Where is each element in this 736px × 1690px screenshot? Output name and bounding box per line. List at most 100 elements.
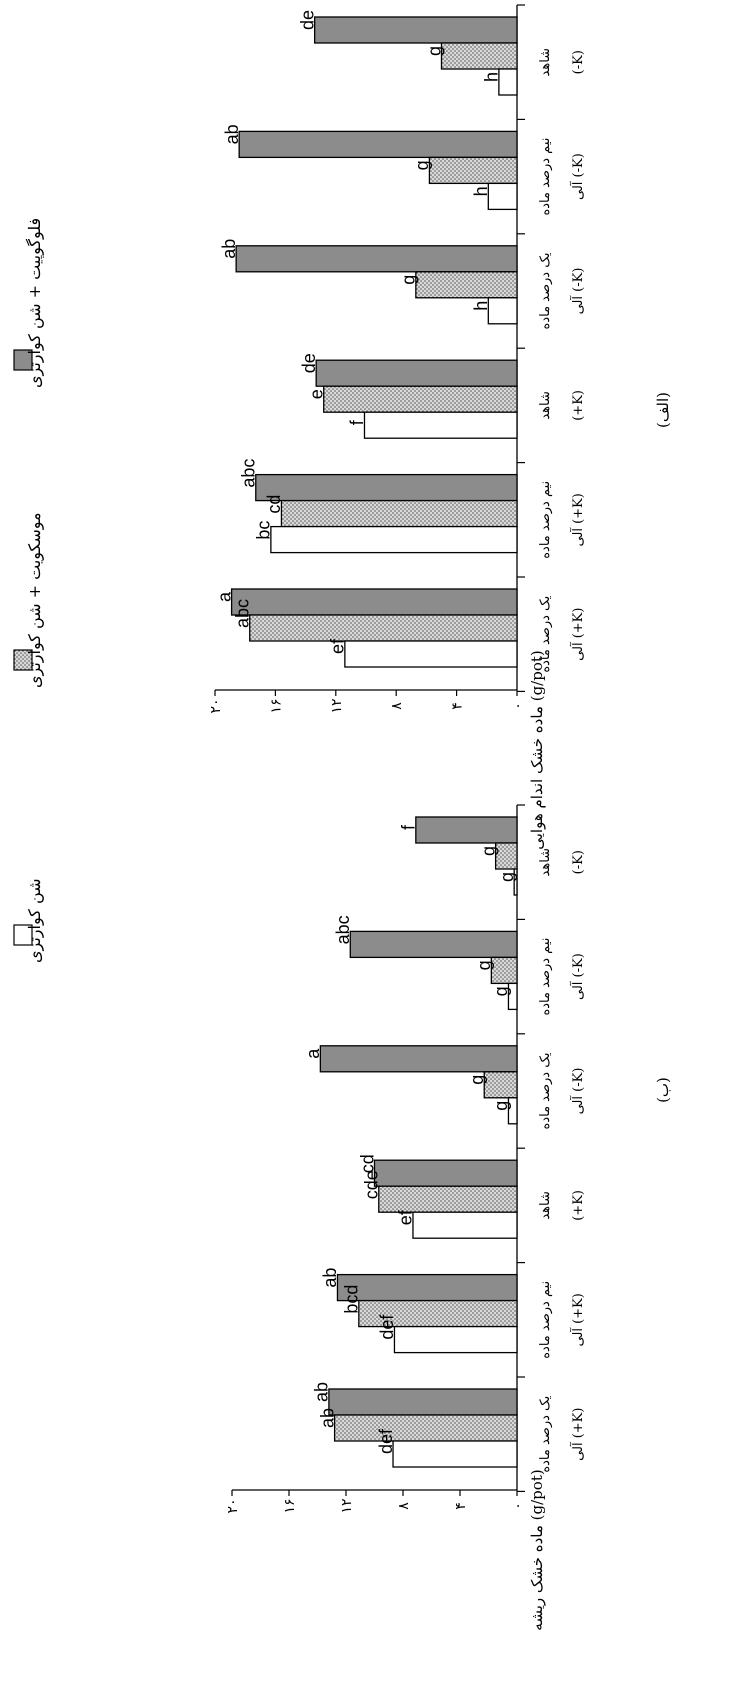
bar-letter-series2-cat2: a bbox=[303, 1048, 323, 1059]
bar-series1-cat1 bbox=[428, 156, 518, 185]
chart-panel-root: ۰ ۴ ۸ ۱۲ ۱۶ ۲۰ ماده خشک ریشه (g/pot) (ب) شاهد (-K… bbox=[225, 804, 672, 1631]
bar-series2-cat5 bbox=[230, 588, 518, 616]
category-label: یک درصد ماده bbox=[538, 1395, 553, 1472]
legend-label-1: موسکویت + شن کوارتزی bbox=[25, 512, 44, 688]
value-tick-label: ۸ bbox=[396, 1502, 412, 1510]
legend-swatch-1 bbox=[13, 649, 33, 671]
category-label-sub: (-K) bbox=[571, 850, 586, 874]
bar-series2-cat3 bbox=[373, 1159, 518, 1187]
bar-series2-cat4 bbox=[336, 1273, 518, 1302]
bar-series1-cat5 bbox=[249, 614, 518, 642]
value-tick-label: ۰ bbox=[510, 1502, 526, 1510]
bar-series0-cat1 bbox=[507, 982, 518, 1011]
bar-letter-series0-cat5: def bbox=[376, 1428, 396, 1454]
category-label: شاهد bbox=[538, 48, 553, 77]
bar-series0-cat3 bbox=[412, 1211, 518, 1239]
bar-series1-cat0 bbox=[494, 842, 518, 870]
bar-series1-cat4 bbox=[358, 1299, 518, 1328]
bar-letter-series1-cat5: ab bbox=[317, 1408, 337, 1428]
bar-series1-cat2 bbox=[415, 271, 518, 299]
bar-series1-cat2 bbox=[483, 1071, 518, 1099]
bar-series0-cat0 bbox=[513, 868, 518, 896]
bar-series1-cat1 bbox=[490, 956, 518, 985]
value-tick-label: ۲۰ bbox=[225, 1498, 241, 1513]
bar-letter-series0-cat3: ef bbox=[396, 1209, 416, 1225]
bar-letter-series1-cat2: g bbox=[467, 1075, 487, 1085]
bar-series2-cat0 bbox=[415, 816, 518, 844]
bar-series0-cat2 bbox=[507, 1097, 518, 1125]
bar-series2-cat4 bbox=[255, 473, 518, 502]
category-label: یک درصد ماده bbox=[538, 252, 553, 329]
category-label: شاهد bbox=[538, 848, 553, 877]
bar-letter-series2-cat1: ab bbox=[222, 124, 242, 144]
bar-letter-series1-cat1: g bbox=[412, 160, 432, 170]
bar-series0-cat0 bbox=[498, 68, 518, 96]
category-label: یک درصد ماده bbox=[538, 595, 553, 672]
legend: شن کوارتزی موسکویت + شن کوارتزی فلوگوپیت +… bbox=[13, 218, 44, 963]
bar-letter-series0-cat3: f bbox=[347, 419, 367, 425]
category-label-sub: (+K) bbox=[571, 390, 586, 421]
value-tick-label: ۱۲ bbox=[329, 698, 345, 713]
category-label: شاهد bbox=[538, 391, 553, 420]
value-tick-label: ۱۲ bbox=[339, 1498, 355, 1513]
bar-letter-series0-cat0: h bbox=[482, 72, 502, 82]
bar-letter-series1-cat0: g bbox=[424, 46, 444, 56]
category-label-sub: (+K) bbox=[571, 1190, 586, 1221]
bar-series2-cat5 bbox=[328, 1388, 518, 1416]
bar-series2-cat1 bbox=[238, 130, 518, 159]
bar-letter-series2-cat5: ab bbox=[312, 1382, 332, 1402]
category-label-sub: آلی (+K) bbox=[569, 1408, 586, 1461]
value-tick-label: ۴ bbox=[450, 702, 466, 710]
bar-series2-cat2 bbox=[235, 245, 518, 273]
category-label-sub: آلی (-K) bbox=[569, 153, 586, 200]
legend-swatch-0 bbox=[13, 924, 33, 946]
panel-label: (الف) bbox=[654, 392, 672, 428]
bar-letter-series1-cat4: cd bbox=[264, 495, 284, 514]
bar-series0-cat2 bbox=[487, 297, 518, 325]
value-tick-label: ۴ bbox=[453, 1502, 469, 1510]
chart-panel-shoot: ۰ ۴ ۸ ۱۲ ۱۶ ۲۰ ماده خشک اندام هوایی (g/pot) (ال… bbox=[208, 4, 672, 850]
bar-letter-series1-cat3: cde bbox=[362, 1170, 382, 1199]
bar-letter-series2-cat4: ab bbox=[320, 1268, 340, 1288]
bar-letter-series0-cat5: ef bbox=[328, 638, 348, 654]
bar-letter-series2-cat0: de bbox=[297, 10, 317, 30]
bar-letter-series0-cat2: h bbox=[471, 301, 491, 311]
legend-swatch-2 bbox=[13, 349, 33, 371]
category-label: نیم درصد ماده bbox=[538, 1281, 553, 1359]
bar-letter-series1-cat1: g bbox=[474, 960, 494, 970]
category-label-sub: آلی (+K) bbox=[569, 608, 586, 661]
value-axis-title: ماده خشک اندام هوایی (g/pot) bbox=[528, 650, 546, 850]
bar-series0-cat4 bbox=[270, 525, 518, 554]
bar-letter-series2-cat5: a bbox=[214, 591, 234, 602]
bar-letter-series2-cat2: ab bbox=[219, 239, 239, 259]
panel-label: (ب) bbox=[654, 1077, 672, 1103]
bar-series0-cat3 bbox=[363, 411, 518, 439]
bar-letter-series2-cat1: abc bbox=[333, 915, 353, 944]
bar-letter-series1-cat0: g bbox=[478, 846, 498, 856]
value-tick-label: ۱۶ bbox=[268, 698, 284, 713]
bar-series0-cat1 bbox=[487, 182, 518, 211]
category-label-sub: (-K) bbox=[571, 50, 586, 74]
bar-letter-series0-cat1: g bbox=[491, 986, 511, 996]
bar-series2-cat0 bbox=[314, 16, 518, 44]
bar-letter-series0-cat0: g bbox=[497, 872, 517, 882]
bar-letter-series0-cat2: g bbox=[491, 1101, 511, 1111]
bar-letter-series1-cat5: abc bbox=[232, 599, 252, 628]
value-tick-label: ۸ bbox=[389, 702, 405, 710]
category-label-sub: آلی (+K) bbox=[569, 1293, 586, 1346]
bar-letter-series2-cat3: cd bbox=[357, 1154, 377, 1173]
bar-series2-cat2 bbox=[319, 1045, 518, 1073]
bar-letter-series0-cat4: bc bbox=[254, 521, 274, 540]
category-label: نیم درصد ماده bbox=[538, 938, 553, 1016]
bar-letter-series2-cat3: de bbox=[299, 353, 319, 373]
bar-letter-series2-cat0: f bbox=[399, 824, 419, 830]
bar-series0-cat5 bbox=[392, 1440, 518, 1468]
bar-letter-series0-cat1: h bbox=[471, 186, 491, 196]
legend-label-0: شن کوارتزی bbox=[25, 878, 44, 963]
bar-series1-cat3 bbox=[378, 1185, 518, 1213]
bar-series0-cat5 bbox=[344, 640, 518, 668]
category-label: نیم درصد ماده bbox=[538, 138, 553, 216]
category-label: نیم درصد ماده bbox=[538, 481, 553, 559]
bar-letter-series1-cat2: g bbox=[399, 275, 419, 285]
